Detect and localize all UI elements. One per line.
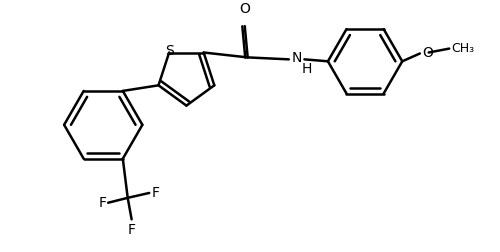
Text: N: N bbox=[292, 51, 302, 65]
Text: F: F bbox=[128, 223, 136, 237]
Text: S: S bbox=[165, 44, 173, 57]
Text: CH₃: CH₃ bbox=[451, 42, 474, 55]
Text: F: F bbox=[151, 186, 159, 200]
Text: F: F bbox=[98, 196, 106, 210]
Text: O: O bbox=[422, 46, 432, 59]
Text: H: H bbox=[302, 62, 312, 76]
Text: O: O bbox=[240, 2, 250, 16]
